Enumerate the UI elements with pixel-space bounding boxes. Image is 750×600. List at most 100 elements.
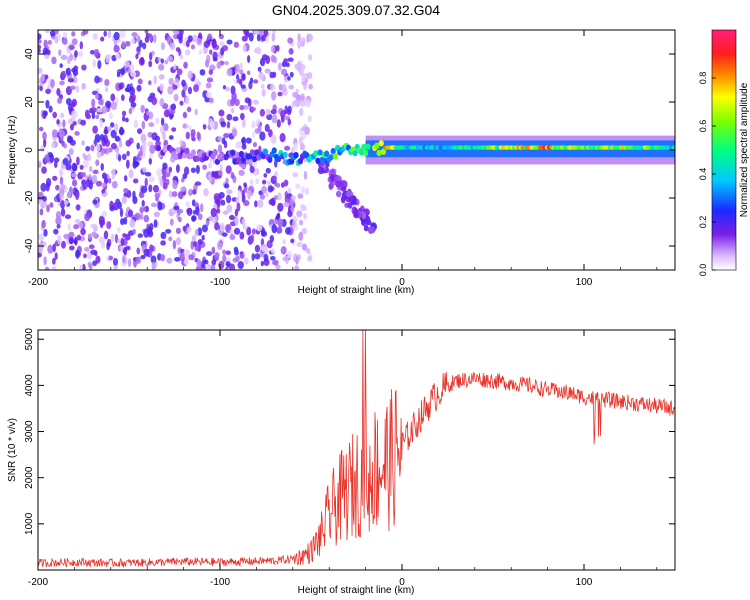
noise-speckle (148, 111, 154, 120)
noise-speckle (55, 211, 62, 220)
noise-speckle (38, 252, 42, 258)
noise-speckle (185, 131, 190, 140)
noise-speckle (175, 164, 180, 173)
noise-speckle (160, 58, 165, 64)
noise-speckle (119, 126, 124, 136)
ridge-point (230, 149, 236, 156)
noise-speckle (124, 87, 130, 92)
noise-speckle (138, 191, 145, 199)
noise-speckle (282, 238, 287, 245)
noise-speckle (179, 100, 184, 106)
noise-speckle (136, 35, 141, 43)
noise-speckle (275, 182, 281, 188)
noise-speckle (142, 166, 147, 173)
noise-speckle (132, 228, 136, 235)
noise-speckle (259, 193, 266, 200)
noise-speckle (174, 256, 181, 262)
noise-speckle (154, 192, 161, 198)
noise-speckle (120, 67, 125, 76)
noise-speckle (243, 30, 249, 36)
ridge-point (249, 149, 255, 156)
noise-speckle (51, 142, 56, 149)
noise-speckle (253, 30, 260, 35)
noise-speckle (218, 109, 225, 117)
noise-speckle (117, 154, 122, 162)
noise-speckle (51, 265, 57, 270)
snr-axes: -200 -100 0 100 1000 2000 3000 4000 5000 (24, 328, 675, 588)
noise-speckle (241, 143, 247, 150)
noise-speckle (168, 77, 174, 86)
noise-speckle (108, 111, 113, 120)
noise-speckle (78, 50, 84, 57)
noise-speckle (207, 162, 213, 169)
noise-speckle (96, 143, 101, 153)
noise-speckle (58, 168, 64, 177)
noise-speckle (206, 77, 214, 83)
noise-speckle (94, 75, 100, 84)
noise-speckle (79, 41, 83, 50)
noise-speckle (171, 127, 177, 132)
noise-speckle (317, 166, 325, 175)
noise-speckle (148, 176, 155, 183)
noise-speckle (143, 214, 150, 223)
noise-speckle (119, 207, 124, 218)
noise-speckle (160, 253, 166, 262)
noise-speckle (167, 85, 174, 95)
noise-speckle (40, 200, 47, 208)
noise-speckle (308, 83, 313, 90)
noise-speckle (166, 35, 172, 45)
noise-speckle (63, 143, 68, 149)
noise-speckle (299, 142, 305, 151)
noise-speckle (173, 205, 180, 211)
noise-speckle (277, 192, 282, 201)
spectrogram-plot-area (38, 30, 675, 270)
noise-speckle (267, 185, 274, 193)
noise-speckle (113, 31, 120, 41)
noise-speckle (148, 157, 153, 165)
noise-speckle (219, 41, 225, 47)
noise-speckle (64, 199, 69, 206)
noise-speckle (91, 174, 98, 184)
noise-speckle (121, 153, 127, 161)
noise-speckle (188, 254, 194, 261)
noise-speckle (99, 133, 105, 141)
noise-speckle (105, 100, 112, 109)
noise-speckle (272, 55, 276, 63)
noise-speckle (239, 231, 245, 240)
noise-speckle (244, 97, 251, 104)
noise-speckle (277, 218, 284, 228)
noise-speckle (90, 107, 97, 113)
noise-speckle (89, 165, 93, 173)
noise-speckle (190, 167, 197, 173)
noise-speckle (297, 33, 301, 42)
noise-speckle (45, 99, 50, 109)
ridge-point (173, 153, 179, 161)
noise-speckle (207, 216, 214, 222)
spectrogram-xtick-label: -200 (28, 277, 48, 288)
noise-speckle (150, 202, 158, 208)
noise-speckle (263, 173, 268, 178)
noise-speckle (265, 191, 269, 198)
noise-speckle (98, 236, 105, 245)
noise-speckle (242, 44, 247, 53)
noise-speckle (81, 179, 87, 187)
noise-speckle (130, 37, 136, 45)
noise-speckle (62, 158, 69, 166)
colorbar-tick-label: 0.6 (698, 120, 708, 133)
noise-speckle (137, 78, 143, 85)
noise-speckle (81, 64, 87, 71)
noise-speckle (203, 40, 210, 48)
noise-speckle (88, 263, 93, 270)
noise-speckle (191, 136, 196, 142)
noise-speckle (40, 182, 47, 192)
noise-speckle (160, 231, 167, 240)
noise-speckle (128, 209, 134, 218)
noise-speckle (288, 84, 295, 90)
spectrogram-xtick-label: 0 (399, 277, 405, 288)
noise-speckle (129, 93, 136, 102)
noise-speckle (80, 119, 86, 126)
noise-speckle (81, 263, 86, 270)
noise-speckle (293, 142, 298, 152)
noise-speckle (159, 83, 164, 92)
